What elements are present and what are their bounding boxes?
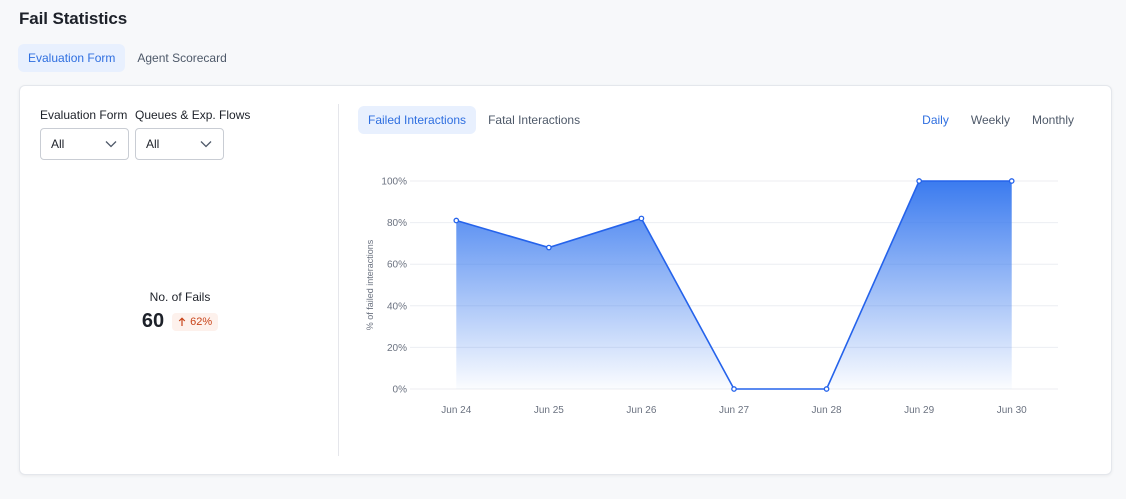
top-tabs: Evaluation Form Agent Scorecard bbox=[18, 44, 237, 72]
kpi-value: 60 bbox=[141, 310, 165, 332]
queues-label: Queues & Exp. Flows bbox=[135, 108, 251, 122]
fail-statistics-card: Evaluation Form All Queues & Exp. Flows … bbox=[19, 85, 1112, 475]
data-point[interactable] bbox=[638, 215, 645, 222]
y-tick-label: 20% bbox=[387, 343, 407, 354]
x-tick-label: Jun 29 bbox=[904, 405, 934, 416]
evaluation-form-label: Evaluation Form bbox=[40, 108, 128, 122]
x-tick-label: Jun 25 bbox=[534, 405, 564, 416]
x-tick-label: Jun 28 bbox=[812, 405, 842, 416]
queues-filter: Queues & Exp. Flows All bbox=[135, 108, 250, 160]
evaluation-form-select[interactable]: All bbox=[40, 128, 129, 160]
chevron-down-icon bbox=[200, 141, 212, 148]
kpi-change-value: 62% bbox=[190, 315, 213, 328]
tab-fatal-interactions[interactable]: Fatal Interactions bbox=[488, 113, 581, 127]
y-tick-label: 0% bbox=[393, 385, 408, 396]
kpi-change-badge: 62% bbox=[172, 312, 219, 331]
data-point[interactable] bbox=[453, 217, 460, 224]
area-fill bbox=[456, 181, 1012, 389]
period-weekly[interactable]: Weekly bbox=[970, 113, 1010, 127]
data-point[interactable] bbox=[731, 386, 737, 392]
period-daily[interactable]: Daily bbox=[922, 113, 949, 127]
page-title: Fail Statistics bbox=[19, 9, 128, 28]
data-point[interactable] bbox=[546, 244, 552, 251]
chart-tabs: Failed Interactions Fatal Interactions bbox=[358, 106, 590, 134]
x-tick-label: Jun 24 bbox=[441, 405, 471, 416]
y-tick-label: 40% bbox=[387, 301, 407, 312]
period-tabs: Daily Weekly Monthly bbox=[911, 106, 1085, 134]
failed-interactions-chart: 0% 20% 40% 60% 80% 100% % of failed interactio… bbox=[365, 177, 1058, 416]
evaluation-form-value: All bbox=[51, 137, 65, 151]
kpi-label: No. of Fails bbox=[149, 290, 211, 304]
evaluation-form-filter: Evaluation Form All bbox=[40, 108, 129, 160]
panel-divider bbox=[338, 104, 339, 456]
queues-value: All bbox=[146, 137, 160, 151]
period-monthly[interactable]: Monthly bbox=[1031, 113, 1074, 127]
tab-failed-interactions[interactable]: Failed Interactions bbox=[358, 106, 477, 134]
x-tick-label: Jun 27 bbox=[719, 405, 749, 416]
x-tick-label: Jun 26 bbox=[626, 405, 656, 416]
tab-agent-scorecard[interactable]: Agent Scorecard bbox=[137, 51, 227, 65]
fails-kpi: No. of Fails 60 62% bbox=[120, 290, 240, 333]
data-point[interactable] bbox=[916, 178, 922, 184]
tab-evaluation-form[interactable]: Evaluation Form bbox=[18, 44, 126, 72]
y-tick-label: 80% bbox=[387, 218, 407, 229]
y-tick-label: 60% bbox=[387, 260, 407, 271]
data-point[interactable] bbox=[1008, 178, 1015, 184]
x-tick-label: Jun 30 bbox=[997, 405, 1027, 416]
y-tick-label: 100% bbox=[381, 177, 407, 188]
y-axis-label: % of failed interactions bbox=[365, 239, 375, 330]
arrow-up-icon bbox=[178, 316, 186, 326]
chevron-down-icon bbox=[105, 141, 117, 148]
data-point[interactable] bbox=[823, 386, 830, 392]
queues-select[interactable]: All bbox=[135, 128, 224, 160]
